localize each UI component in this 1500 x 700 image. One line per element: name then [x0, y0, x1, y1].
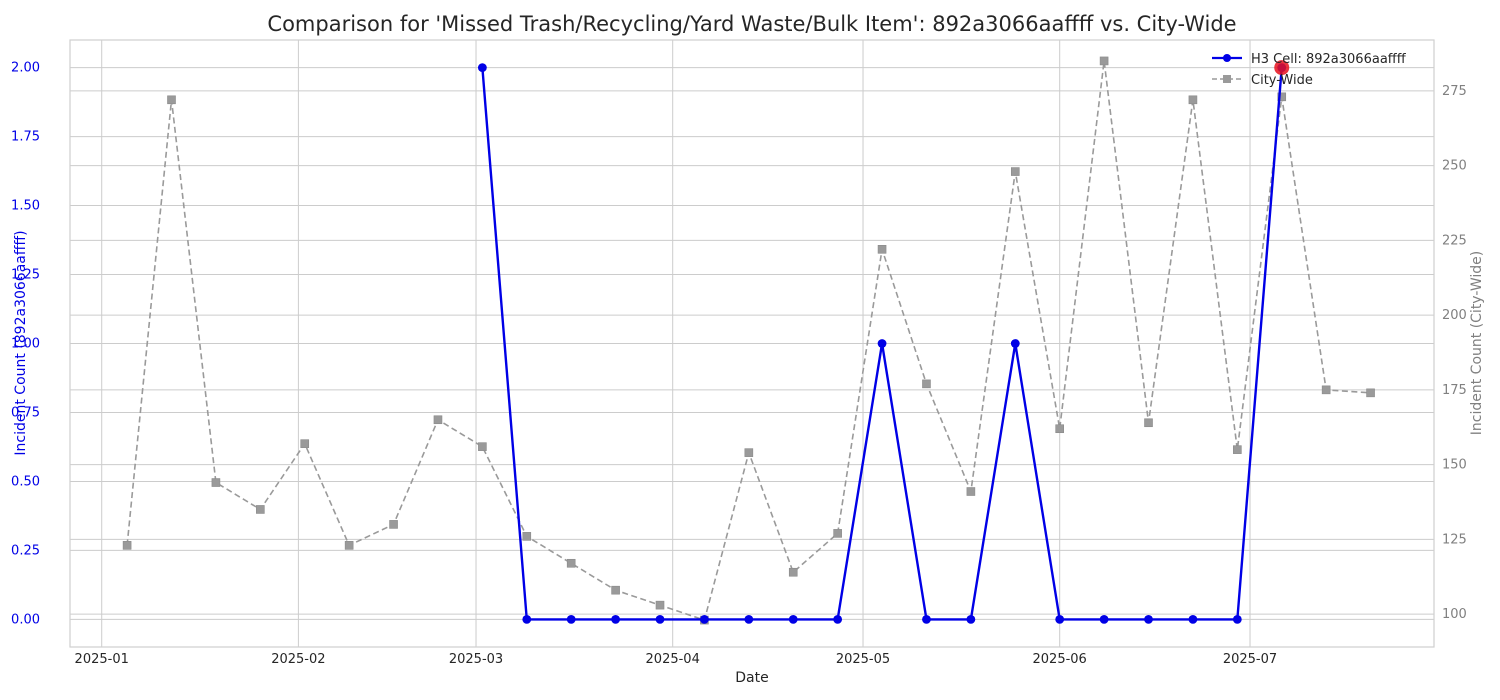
y-axis-right-label: Incident Count (City-Wide) — [1469, 251, 1485, 435]
city-wide-point — [566, 558, 576, 568]
city-wide-point — [1099, 56, 1109, 66]
y-left-tick-label: 0.50 — [11, 474, 40, 489]
city-wide-point — [788, 567, 798, 577]
y-left-tick-label: 1.00 — [11, 337, 40, 352]
h3-cell-point — [1010, 339, 1020, 348]
city-wide-point — [922, 379, 931, 389]
city-wide-point — [744, 448, 754, 457]
plot-frame — [69, 39, 1435, 648]
city-wide-point — [344, 541, 354, 550]
h3-cell-point — [1232, 615, 1242, 624]
city-wide-point — [877, 245, 887, 254]
city-wide-point — [122, 541, 132, 550]
city-wide-point — [522, 532, 532, 541]
y-right-tick-label: 225 — [1442, 233, 1467, 248]
x-tick-label: 2025-03 — [449, 652, 503, 667]
city-wide-point — [966, 487, 976, 496]
h3-cell-point — [566, 615, 576, 624]
h3-cell-point — [922, 615, 931, 624]
h3-cell-point — [1099, 615, 1109, 624]
x-axis-label: Date — [735, 670, 768, 686]
city-wide-point — [211, 478, 221, 487]
y-right-tick-label: 125 — [1442, 532, 1467, 547]
city-wide-point — [655, 600, 665, 610]
legend-h3-label: H3 Cell: 892a3066aaffff — [1251, 52, 1407, 67]
y-left-tick-label: 1.75 — [11, 130, 40, 145]
y-left-tick-label: 1.50 — [11, 199, 40, 214]
y-right-tick-label: 100 — [1442, 607, 1467, 622]
h3-cell-point — [877, 339, 887, 348]
y-right-tick-label: 250 — [1442, 159, 1467, 174]
h3-cell-point — [522, 615, 532, 624]
h3-cell-point — [700, 615, 709, 624]
city-wide-point — [478, 442, 487, 451]
y-left-tick-label: 2.00 — [11, 61, 40, 76]
chart-title: Comparison for 'Missed Trash/Recycling/Y… — [267, 12, 1236, 36]
legend-city-marker-swatch — [1223, 75, 1231, 83]
y-left-tick-label: 0.75 — [11, 405, 40, 420]
city-wide-point — [389, 520, 398, 529]
h3-cell-point — [833, 615, 843, 624]
series-layer — [122, 56, 1375, 625]
x-tick-label: 2025-01 — [75, 652, 129, 667]
y-right-tick-label: 175 — [1442, 383, 1467, 398]
y-left-tick-label: 0.00 — [11, 612, 40, 627]
city-wide-point — [1188, 95, 1198, 105]
axes: 0.00 0.25 0.50 0.75 1.00 1.25 1.50 1.75 2.00 100 1… — [11, 61, 1467, 667]
city-wide-point — [433, 415, 443, 425]
city-wide-point — [1233, 445, 1242, 454]
city-wide-point — [611, 585, 620, 595]
city-wide-point — [1144, 418, 1153, 428]
legend-city-label: City-Wide — [1251, 73, 1313, 88]
h3-cell-point — [1188, 615, 1198, 624]
h3-cell-point — [1055, 615, 1065, 624]
h3-cell-point — [655, 615, 665, 624]
x-tick-label: 2025-07 — [1223, 652, 1277, 667]
x-tick-label: 2025-04 — [646, 652, 700, 667]
y-left-tick-label: 1.25 — [11, 268, 40, 283]
h3-cell-point — [966, 615, 976, 624]
y-right-tick-label: 275 — [1442, 84, 1467, 99]
x-tick-label: 2025-02 — [271, 652, 325, 667]
city-wide-point — [833, 529, 842, 538]
city-wide-point — [1010, 167, 1020, 176]
city-wide-point — [256, 505, 265, 514]
city-wide-point — [1366, 388, 1375, 398]
grid — [70, 40, 1434, 647]
city-wide-point — [1055, 424, 1064, 434]
h3-cell-point — [477, 63, 487, 72]
highlight-point — [1274, 60, 1290, 76]
city-wide-point — [1321, 385, 1331, 395]
h3-cell-point — [1144, 615, 1153, 624]
y-axis-left-label: Incident Count (892a3066aaffff) — [13, 230, 29, 455]
h3-cell-point — [744, 615, 754, 624]
h3-cell-point — [611, 615, 620, 624]
y-left-tick-label: 0.25 — [11, 543, 40, 558]
legend-h3-marker-swatch — [1223, 54, 1231, 62]
city-wide-line — [126, 60, 1371, 622]
y-right-tick-label: 150 — [1442, 458, 1467, 473]
y-right-tick-label: 200 — [1442, 308, 1467, 323]
city-wide-point — [167, 95, 176, 105]
legend: H3 Cell: 892a3066aaffff City-Wide — [1212, 52, 1407, 88]
city-wide-point — [300, 439, 310, 448]
h3-cell-point — [788, 615, 798, 624]
x-tick-label: 2025-05 — [836, 652, 890, 667]
city-wide-point — [1277, 92, 1287, 102]
x-tick-label: 2025-06 — [1033, 652, 1087, 667]
